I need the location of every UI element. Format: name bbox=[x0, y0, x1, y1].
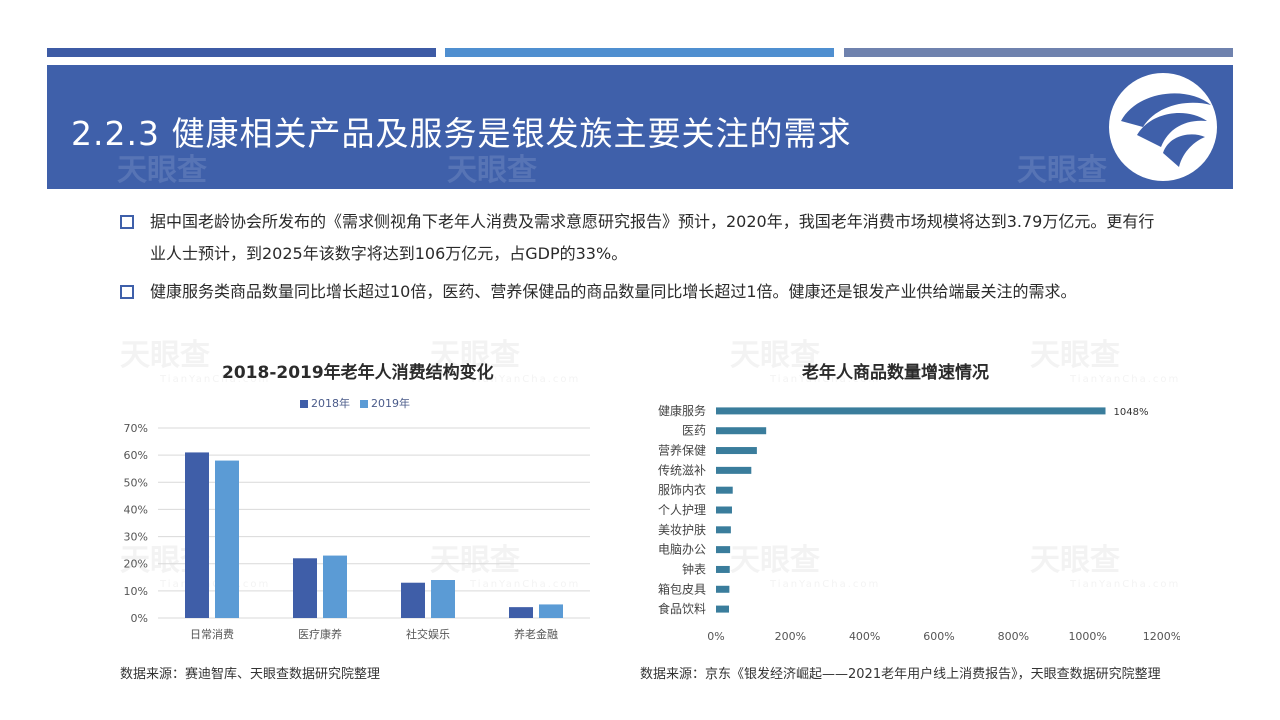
category-label: 营养保健 bbox=[658, 443, 706, 458]
bar bbox=[716, 486, 733, 494]
bar-2019年 bbox=[215, 460, 239, 618]
y-tick-label: 20% bbox=[124, 558, 148, 571]
category-label: 服饰内衣 bbox=[658, 482, 706, 497]
y-tick-label: 50% bbox=[124, 476, 148, 489]
category-label: 个人护理 bbox=[658, 503, 706, 517]
top-accent-bar-2 bbox=[445, 48, 834, 57]
category-label: 健康服务 bbox=[658, 403, 706, 418]
y-tick-label: 60% bbox=[124, 449, 148, 462]
category-label: 钟表 bbox=[682, 561, 706, 576]
bar-2019年 bbox=[323, 555, 347, 618]
right-bar-chart: 健康服务 1048% 医药营养保健传统滋补服饰内衣个人护理美妆护肤电脑办公钟表箱包皮… bbox=[658, 403, 1180, 643]
y-tick-label: 0% bbox=[131, 612, 148, 625]
x-tick-label: 0% bbox=[707, 630, 724, 643]
y-tick-label: 10% bbox=[124, 585, 148, 598]
company-logo-icon bbox=[1109, 73, 1217, 181]
x-tick-label: 1200% bbox=[1143, 630, 1180, 643]
legend-item-2019: 2019年 bbox=[360, 395, 410, 411]
bar bbox=[716, 427, 767, 435]
x-tick-label: 养老金融 bbox=[514, 627, 558, 641]
top-accent-bar-1 bbox=[47, 48, 436, 57]
bar-2018年 bbox=[401, 582, 425, 618]
bar-2018年 bbox=[185, 452, 209, 618]
bullet-list: 据中国老龄协会所发布的《需求侧视角下老年人消费及需求意愿研究报告》预计，2020… bbox=[120, 206, 1170, 314]
page-title: 2.2.3 健康相关产品及服务是银发族主要关注的需求 bbox=[71, 114, 852, 153]
left-chart-title: 2018-2019年老年人消费结构变化 bbox=[222, 363, 494, 383]
category-label: 医药 bbox=[682, 424, 706, 438]
bar bbox=[716, 447, 757, 455]
x-tick-label: 日常消费 bbox=[190, 627, 234, 641]
bar bbox=[716, 466, 752, 474]
category-label: 传统滋补 bbox=[658, 462, 706, 477]
y-tick-label: 40% bbox=[124, 503, 148, 516]
left-chart-legend: 2018年 2019年 bbox=[300, 395, 410, 411]
x-tick-label: 200% bbox=[775, 630, 806, 643]
x-tick-label: 1000% bbox=[1068, 630, 1106, 643]
x-tick-label: 医疗康养 bbox=[298, 627, 342, 641]
y-tick-label: 70% bbox=[124, 422, 148, 435]
legend-item-2018: 2018年 bbox=[300, 395, 350, 411]
x-tick-label: 600% bbox=[923, 630, 954, 643]
bullet-item: 健康服务类商品数量同比增长超过10倍，医药、营养保健品的商品数量同比增长超过1倍… bbox=[120, 276, 1170, 308]
bar bbox=[716, 546, 731, 554]
bar bbox=[716, 506, 732, 514]
bar bbox=[716, 605, 730, 613]
category-label: 电脑办公 bbox=[658, 542, 706, 557]
left-chart-source: 数据来源：赛迪智库、天眼查数据研究院整理 bbox=[120, 667, 381, 682]
bar bbox=[716, 526, 731, 534]
bar-2018年 bbox=[293, 558, 317, 618]
bar-2019年 bbox=[539, 604, 563, 618]
bar bbox=[716, 407, 1106, 415]
left-bar-chart: 0% 10% 20% 30% 40% 50% 60% 70% 日常消费 医疗康养 社交娱乐 养老金融 bbox=[124, 422, 590, 641]
x-tick-label: 400% bbox=[849, 630, 880, 643]
x-tick-label: 社交娱乐 bbox=[406, 627, 450, 641]
bar bbox=[716, 585, 730, 593]
top-accent-bar-3 bbox=[844, 48, 1233, 57]
bullet-marker bbox=[120, 215, 134, 229]
bar-2018年 bbox=[509, 607, 533, 618]
bullet-marker bbox=[120, 285, 134, 299]
category-label: 箱包皮具 bbox=[658, 581, 706, 596]
bar bbox=[716, 565, 730, 573]
right-chart-title: 老年人商品数量增速情况 bbox=[802, 363, 989, 383]
data-label: 1048% bbox=[1114, 407, 1149, 418]
bullet-item: 据中国老龄协会所发布的《需求侧视角下老年人消费及需求意愿研究报告》预计，2020… bbox=[120, 206, 1170, 270]
category-label: 美妆护肤 bbox=[658, 522, 706, 537]
bar-2019年 bbox=[431, 580, 455, 618]
y-tick-label: 30% bbox=[124, 531, 148, 544]
category-label: 食品饮料 bbox=[658, 601, 706, 616]
x-tick-label: 800% bbox=[998, 630, 1029, 643]
right-chart-source: 数据来源：京东《银发经济崛起——2021老年用户线上消费报告》，天眼查数据研究院… bbox=[640, 667, 1161, 682]
